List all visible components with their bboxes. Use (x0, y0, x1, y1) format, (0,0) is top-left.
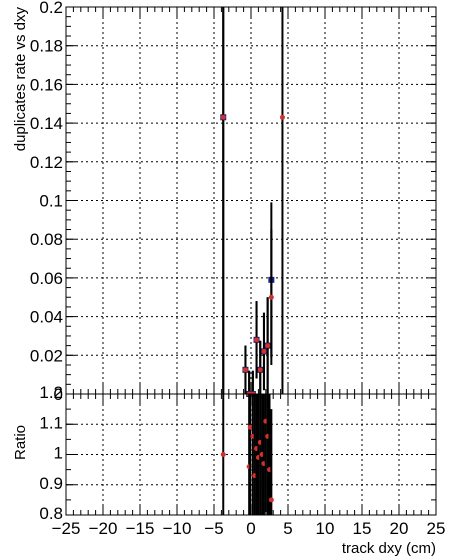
x-tick-labels: −25 −20 −15 −10 −5 0 5 10 15 20 25 (52, 519, 446, 538)
top-ticks (65, 6, 437, 395)
y-tick-label: 0.14 (30, 114, 63, 133)
y-tick-label: 0.18 (30, 37, 63, 56)
x-tick-label: −10 (163, 519, 192, 538)
data-point (279, 114, 285, 120)
x-tick-label: −20 (89, 519, 118, 538)
x-tick-label: −15 (126, 519, 155, 538)
bottom-data-marks (220, 394, 274, 515)
bottom-panel: 0.8 0.9 1 1.1 1.2 −25 −20 −15 −10 −5 0 5 10 15 20 25 R… (12, 383, 445, 557)
top-panel: 00.020.040.060.080.10.120.140.160.180.2 … (12, 0, 437, 404)
y-tick-label: 0.8 (39, 504, 63, 523)
x-tick-label: 10 (316, 519, 335, 538)
y-tick-label: 1.2 (39, 383, 63, 402)
y-tick-label: 0.06 (30, 269, 63, 288)
y-tick-label: 0.12 (30, 153, 63, 172)
x-tick-label: −5 (204, 519, 223, 538)
top-gridlines (66, 7, 436, 394)
data-point (268, 497, 274, 503)
y-tick-label: 0 (54, 385, 63, 404)
x-axis-title: track dxy (cm) (342, 540, 436, 557)
data-point (254, 337, 260, 343)
data-point (268, 294, 274, 300)
y-tick-label: 0.04 (30, 308, 63, 327)
y-tick-label: 0.16 (30, 75, 63, 94)
x-tick-label: 0 (246, 519, 255, 538)
data-point (220, 114, 226, 120)
bottom-y-tick-labels: 0.8 0.9 1 1.1 1.2 (39, 383, 63, 523)
data-point (257, 367, 263, 373)
y-tick-label: 0.2 (39, 0, 63, 17)
y-tick-label: 0.02 (30, 346, 63, 365)
data-point (220, 452, 226, 457)
top-y-tick-labels: 0 0.02 0.04 0.06 0.08 0.1 0.12 0.14 0.16 0.18 0.2 (30, 0, 63, 404)
x-tick-label: 20 (390, 519, 409, 538)
y-tick-label: 1 (54, 444, 63, 463)
y-tick-label: 0.9 (39, 474, 63, 493)
x-tick-label: −25 (52, 519, 81, 538)
data-point (242, 367, 248, 373)
x-tick-label: 15 (353, 519, 372, 538)
data-point (247, 424, 253, 430)
data-point (261, 348, 267, 354)
y-tick-label: 0.08 (30, 230, 63, 249)
top-data-marks (220, 7, 285, 397)
y-tick-label: 0.1 (39, 192, 63, 211)
bottom-y-axis-title: Ratio (12, 425, 29, 460)
x-tick-label: 5 (283, 519, 292, 538)
y-tick-label: 1.1 (39, 413, 63, 432)
x-tick-label: 25 (427, 519, 446, 538)
data-point (265, 343, 271, 349)
top-y-axis-title: duplicates rate vs dxy (12, 7, 29, 152)
